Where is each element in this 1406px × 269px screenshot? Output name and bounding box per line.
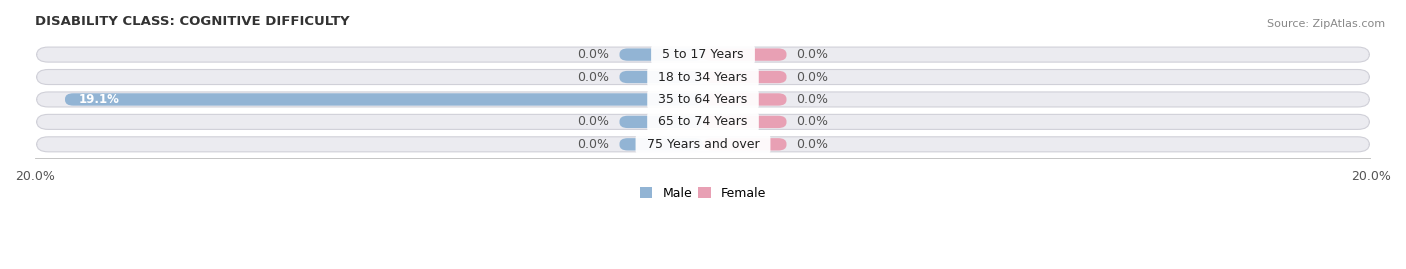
FancyBboxPatch shape bbox=[37, 114, 1369, 129]
Text: 18 to 34 Years: 18 to 34 Years bbox=[651, 70, 755, 83]
Text: 19.1%: 19.1% bbox=[79, 93, 120, 106]
FancyBboxPatch shape bbox=[37, 69, 1369, 84]
Text: 0.0%: 0.0% bbox=[797, 93, 828, 106]
Legend: Male, Female: Male, Female bbox=[640, 187, 766, 200]
FancyBboxPatch shape bbox=[37, 92, 1369, 107]
FancyBboxPatch shape bbox=[65, 93, 703, 106]
FancyBboxPatch shape bbox=[620, 116, 703, 128]
Text: 35 to 64 Years: 35 to 64 Years bbox=[651, 93, 755, 106]
Text: 0.0%: 0.0% bbox=[578, 115, 609, 128]
Text: DISABILITY CLASS: COGNITIVE DIFFICULTY: DISABILITY CLASS: COGNITIVE DIFFICULTY bbox=[35, 15, 350, 28]
FancyBboxPatch shape bbox=[703, 71, 786, 83]
Text: 0.0%: 0.0% bbox=[797, 138, 828, 151]
FancyBboxPatch shape bbox=[620, 138, 703, 150]
Text: Source: ZipAtlas.com: Source: ZipAtlas.com bbox=[1267, 19, 1385, 29]
Text: 0.0%: 0.0% bbox=[578, 138, 609, 151]
FancyBboxPatch shape bbox=[703, 138, 786, 150]
Text: 0.0%: 0.0% bbox=[797, 115, 828, 128]
Text: 0.0%: 0.0% bbox=[797, 48, 828, 61]
FancyBboxPatch shape bbox=[37, 47, 1369, 62]
Text: 65 to 74 Years: 65 to 74 Years bbox=[651, 115, 755, 128]
FancyBboxPatch shape bbox=[37, 137, 1369, 152]
FancyBboxPatch shape bbox=[620, 48, 703, 61]
Text: 0.0%: 0.0% bbox=[578, 70, 609, 83]
FancyBboxPatch shape bbox=[703, 48, 786, 61]
FancyBboxPatch shape bbox=[703, 116, 786, 128]
Text: 0.0%: 0.0% bbox=[578, 48, 609, 61]
Text: 5 to 17 Years: 5 to 17 Years bbox=[654, 48, 752, 61]
FancyBboxPatch shape bbox=[620, 71, 703, 83]
Text: 75 Years and over: 75 Years and over bbox=[638, 138, 768, 151]
Text: 0.0%: 0.0% bbox=[797, 70, 828, 83]
FancyBboxPatch shape bbox=[703, 93, 786, 106]
